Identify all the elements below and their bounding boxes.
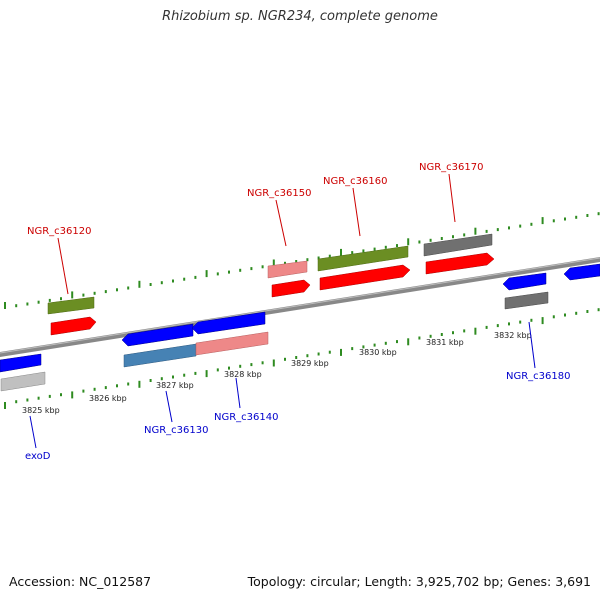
leader-line	[352, 187, 361, 237]
gene-label[interactable]: NGR_c36140	[214, 412, 279, 423]
upper-tick-track	[4, 212, 600, 309]
gene-label[interactable]: exoD	[25, 451, 51, 462]
gene-label[interactable]: NGR_c36130	[144, 425, 209, 436]
genome-backbone-highlight	[0, 257, 600, 354]
scale-label: 3828 kbp	[224, 370, 262, 379]
scale-label: 3825 kbp	[22, 406, 60, 415]
genome-title: Rhizobium sp. NGR234, complete genome	[162, 9, 438, 24]
scale-label: 3831 kbp	[426, 338, 464, 347]
cds-arrow-forward[interactable]	[319, 264, 411, 291]
cds-arrow-reverse[interactable]	[121, 323, 194, 347]
cds-arrow-forward[interactable]	[271, 279, 311, 298]
accession-text: Accession: NC_012587	[9, 574, 152, 589]
scale-label: 3830 kbp	[359, 348, 397, 357]
category-bar-pink[interactable]	[195, 331, 269, 356]
cds-arrow-reverse[interactable]	[0, 353, 42, 373]
scale-labels: 3825 kbp 3826 kbp 3827 kbp 3828 kbp 3829…	[22, 331, 532, 415]
cds-arrow-reverse[interactable]	[563, 263, 600, 281]
cds-arrow-forward[interactable]	[425, 252, 495, 275]
gene-label[interactable]: NGR_c36180	[506, 371, 571, 382]
gene-label[interactable]: NGR_c36120	[27, 226, 92, 237]
cds-arrow-reverse[interactable]	[502, 272, 547, 291]
category-bar-gray[interactable]	[423, 233, 493, 257]
category-bar-steelblue[interactable]	[123, 343, 197, 368]
category-bar-green[interactable]	[47, 296, 95, 315]
category-bar-green[interactable]	[317, 245, 409, 272]
gene-leader-lines	[29, 173, 536, 449]
leader-line	[57, 237, 69, 295]
gene-label[interactable]: NGR_c36150	[247, 188, 312, 199]
gene-label[interactable]: NGR_c36170	[419, 162, 484, 173]
forward-strand-genes	[47, 233, 495, 336]
leader-line	[165, 390, 173, 423]
cds-arrow-reverse[interactable]	[191, 311, 266, 335]
genome-stats-text: Topology: circular; Length: 3,925,702 bp…	[247, 574, 591, 589]
category-bar-gray[interactable]	[504, 291, 549, 310]
reverse-strand-genes	[0, 263, 600, 392]
category-bar-pink[interactable]	[267, 260, 308, 279]
leader-line	[235, 377, 241, 409]
scale-label: 3827 kbp	[156, 381, 194, 390]
leader-line	[528, 321, 536, 369]
category-bar-lightgray[interactable]	[0, 371, 46, 392]
scale-label: 3829 kbp	[291, 359, 329, 368]
leader-line	[448, 173, 456, 223]
scale-label: 3826 kbp	[89, 394, 127, 403]
scale-label: 3832 kbp	[494, 331, 532, 340]
lower-tick-track	[4, 308, 600, 409]
gene-label[interactable]: NGR_c36160	[323, 176, 388, 187]
cds-arrow-forward[interactable]	[50, 316, 97, 336]
leader-line	[29, 415, 37, 449]
leader-line	[275, 199, 287, 247]
